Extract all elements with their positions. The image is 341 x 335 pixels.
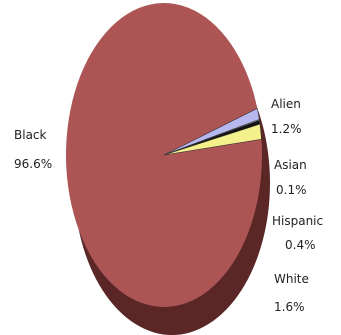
label-white-name: White: [274, 272, 309, 286]
label-hispanic-value: 0.4%: [285, 238, 316, 252]
label-alien-name: Alien: [271, 97, 301, 111]
label-black-name: Black: [14, 128, 47, 142]
label-white-value: 1.6%: [274, 300, 305, 314]
pie-slice-white: [163, 123, 262, 156]
pie-slices: [65, 2, 262, 307]
label-alien-value: 1.2%: [271, 122, 302, 136]
label-asian-value: 0.1%: [276, 183, 307, 197]
label-hispanic-name: Hispanic: [272, 214, 323, 228]
label-asian-name: Asian: [274, 158, 307, 172]
label-black-value: 96.6%: [14, 157, 52, 171]
